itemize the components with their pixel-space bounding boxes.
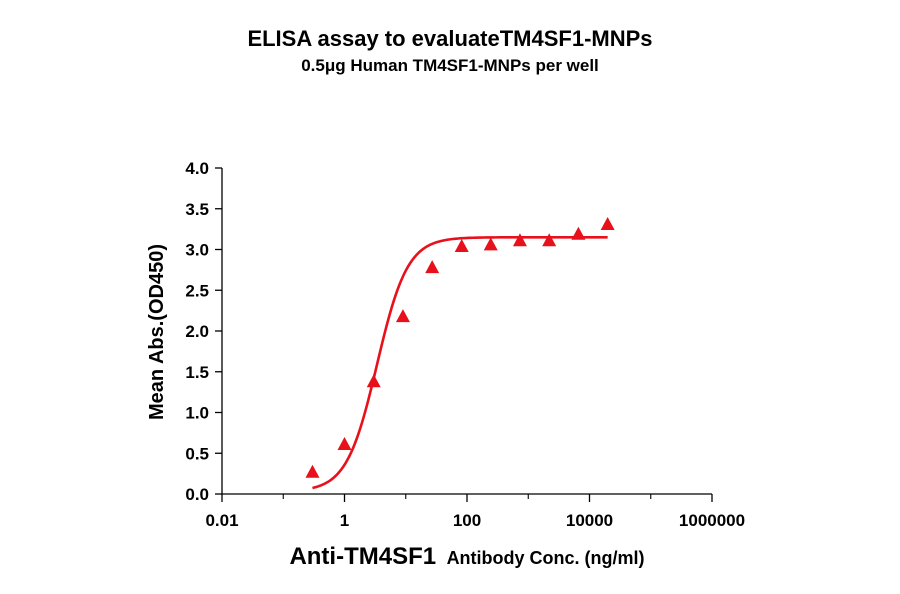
data-point-triangle xyxy=(600,216,615,230)
data-point-triangle xyxy=(512,233,527,247)
y-tick-label: 3.5 xyxy=(185,200,209,219)
data-point-triangle xyxy=(454,238,469,252)
y-tick-label: 1.0 xyxy=(185,404,209,423)
data-point-triangle xyxy=(305,464,320,478)
x-axis-label-main: Anti-TM4SF1 xyxy=(289,543,436,570)
data-point-triangle xyxy=(571,226,586,240)
y-axis-label: Mean Abs.(OD450) xyxy=(146,244,168,420)
y-tick-label: 3.0 xyxy=(185,241,209,260)
x-tick-label: 1000000 xyxy=(679,511,745,530)
axes: 0.0 0.5 1.0 1.5 2.0 2.5 3.0 3.5 4.0 0.01 1 100 10000… xyxy=(185,159,745,530)
x-tick-label: 0.01 xyxy=(205,511,238,530)
chart-title: ELISA assay to evaluateTM4SF1-MNPs xyxy=(247,26,653,51)
x-axis-label-rest: Antibody Conc. (ng/ml) xyxy=(447,548,645,568)
data-point-triangle xyxy=(395,309,410,323)
y-tick-label: 0.5 xyxy=(185,444,209,463)
y-tick-label: 2.0 xyxy=(185,322,209,341)
data-point-triangle xyxy=(425,260,440,274)
y-tick-label: 2.5 xyxy=(185,281,209,300)
data-point-triangle xyxy=(542,233,557,247)
y-tick-label: 4.0 xyxy=(185,159,209,178)
data-point-triangle xyxy=(337,437,352,451)
x-axis-label: Anti-TM4SF1 Antibody Conc. (ng/ml) xyxy=(289,543,644,570)
y-tick-label: 0.0 xyxy=(185,485,209,504)
y-tick-label: 1.5 xyxy=(185,363,209,382)
fit-curve-layer xyxy=(312,235,608,490)
x-tick-label: 100 xyxy=(453,511,481,530)
x-tick-label: 10000 xyxy=(566,511,613,530)
data-points-layer xyxy=(305,216,615,478)
fit-curve xyxy=(312,235,608,490)
data-point-triangle xyxy=(483,237,498,251)
x-tick-label: 1 xyxy=(340,511,349,530)
data-point-triangle xyxy=(366,374,381,388)
chart-subtitle: 0.5μg Human TM4SF1-MNPs per well xyxy=(301,56,599,75)
